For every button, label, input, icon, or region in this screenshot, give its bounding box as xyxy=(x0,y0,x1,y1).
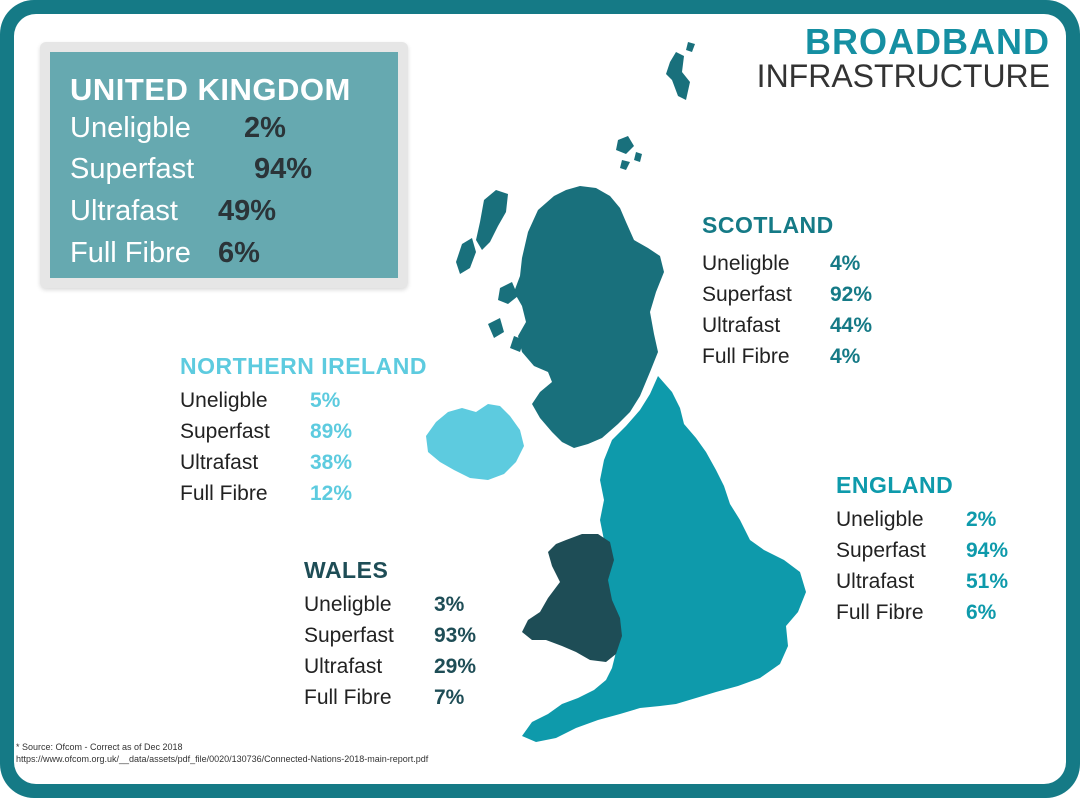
ni-value-uneligble: 5% xyxy=(310,389,341,412)
ni-label-superfast: Superfast xyxy=(180,420,270,443)
uk-label-ultrafast: Ultrafast xyxy=(70,195,178,227)
scotland-label-full-fibre: Full Fibre xyxy=(702,345,790,368)
wales-value-full-fibre: 7% xyxy=(434,686,465,709)
northern-ireland-heading: NORTHERN IRELAND xyxy=(180,353,427,379)
source-line: * Source: Ofcom - Correct as of Dec 2018 xyxy=(16,742,183,752)
ni-label-full-fibre: Full Fibre xyxy=(180,482,268,505)
ni-row-superfast: Superfast 89% xyxy=(180,420,427,451)
uk-value-full-fibre: 6% xyxy=(218,237,260,269)
uk-label-uneligble: Uneligble xyxy=(70,112,191,144)
wales-value-superfast: 93% xyxy=(434,624,477,647)
england-value-ultrafast: 51% xyxy=(966,570,1009,593)
england-value-uneligble: 2% xyxy=(966,508,997,531)
wales-row-uneligble: Uneligble 3% xyxy=(304,593,464,624)
wales-label-full-fibre: Full Fibre xyxy=(304,686,392,709)
uk-heading: UNITED KINGDOM xyxy=(70,72,351,107)
scotland-label-ultrafast: Ultrafast xyxy=(702,314,781,337)
uk-summary-box: UNITED KINGDOM Uneligble 2% Superfast 94… xyxy=(40,42,408,288)
source-url: https://www.ofcom.org.uk/__data/assets/p… xyxy=(16,754,429,764)
uk-label-full-fibre: Full Fibre xyxy=(70,237,191,269)
uk-summary-panel: UNITED KINGDOM Uneligble 2% Superfast 94… xyxy=(50,52,398,278)
wales-label-ultrafast: Ultrafast xyxy=(304,655,383,678)
scotland-value-superfast: 92% xyxy=(830,283,873,306)
inner-hebrides xyxy=(456,238,524,352)
england-label-uneligble: Uneligble xyxy=(836,508,924,531)
ni-value-superfast: 89% xyxy=(310,420,353,443)
ni-label-ultrafast: Ultrafast xyxy=(180,451,259,474)
wales-label-uneligble: Uneligble xyxy=(304,593,392,616)
scotland-row-superfast: Superfast 92% xyxy=(702,283,872,314)
wales-row-ultrafast: Ultrafast 29% xyxy=(304,655,476,686)
scotland-heading: SCOTLAND xyxy=(702,212,834,238)
ni-value-full-fibre: 12% xyxy=(310,482,353,505)
shetland-islands xyxy=(666,52,690,100)
wales-row-superfast: Superfast 93% xyxy=(304,624,476,655)
western-isles xyxy=(476,190,508,250)
wales-heading: WALES xyxy=(304,557,389,583)
wales-row-full-fibre: Full Fibre 7% xyxy=(304,686,464,717)
england-row-superfast: Superfast 94% xyxy=(836,539,1008,570)
scotland-row-uneligble: Uneligble 4% xyxy=(702,252,860,283)
scotland-row-ultrafast: Ultrafast 44% xyxy=(702,314,872,345)
england-label-full-fibre: Full Fibre xyxy=(836,601,924,624)
wales-region xyxy=(522,534,622,662)
england-region xyxy=(522,376,806,742)
england-row-ultrafast: Ultrafast 51% xyxy=(836,570,1008,601)
uk-value-uneligble: 2% xyxy=(244,112,286,144)
england-row-full-fibre: Full Fibre 6% xyxy=(836,601,996,632)
wales-value-uneligble: 3% xyxy=(434,593,465,616)
england-value-superfast: 94% xyxy=(966,539,1009,562)
uk-value-ultrafast: 49% xyxy=(218,195,277,227)
ni-row-full-fibre: Full Fibre 12% xyxy=(180,482,427,513)
scotland-label-superfast: Superfast xyxy=(702,283,792,306)
ni-row-uneligble: Uneligble 5% xyxy=(180,389,427,420)
scotland-value-ultrafast: 44% xyxy=(830,314,873,337)
title-line-infrastructure: INFRASTRUCTURE xyxy=(756,58,1050,94)
wales-value-ultrafast: 29% xyxy=(434,655,477,678)
england-heading: ENGLAND xyxy=(836,472,954,498)
england-row-uneligble: Uneligble 2% xyxy=(836,508,996,539)
ni-label-uneligble: Uneligble xyxy=(180,389,268,412)
england-stats: ENGLAND Uneligble 2% Superfast 94% Ultra… xyxy=(836,472,1008,632)
england-label-ultrafast: Ultrafast xyxy=(836,570,915,593)
scotland-region xyxy=(514,186,664,448)
scotland-value-uneligble: 4% xyxy=(830,252,861,275)
orkney-islands xyxy=(616,136,642,170)
northern-ireland-region xyxy=(426,404,524,480)
northern-ireland-stats: NORTHERN IRELAND Uneligble 5% Superfast … xyxy=(180,353,427,513)
shetland-islet xyxy=(686,42,695,52)
wales-label-superfast: Superfast xyxy=(304,624,394,647)
england-label-superfast: Superfast xyxy=(836,539,926,562)
ni-value-ultrafast: 38% xyxy=(310,451,353,474)
source-note: * Source: Ofcom - Correct as of Dec 2018… xyxy=(16,741,428,765)
scotland-label-uneligble: Uneligble xyxy=(702,252,790,275)
scotland-stats: SCOTLAND Uneligble 4% Superfast 92% Ultr… xyxy=(702,212,872,376)
ni-row-ultrafast: Ultrafast 38% xyxy=(180,451,427,482)
scotland-value-full-fibre: 4% xyxy=(830,345,861,368)
infographic-title: BROADBAND INFRASTRUCTURE xyxy=(756,21,1050,94)
wales-stats: WALES Uneligble 3% Superfast 93% Ultrafa… xyxy=(304,557,476,717)
scotland-row-full-fibre: Full Fibre 4% xyxy=(702,345,860,376)
uk-label-superfast: Superfast xyxy=(70,153,195,185)
england-value-full-fibre: 6% xyxy=(966,601,997,624)
uk-value-superfast: 94% xyxy=(254,153,313,185)
title-line-broadband: BROADBAND xyxy=(805,21,1050,62)
